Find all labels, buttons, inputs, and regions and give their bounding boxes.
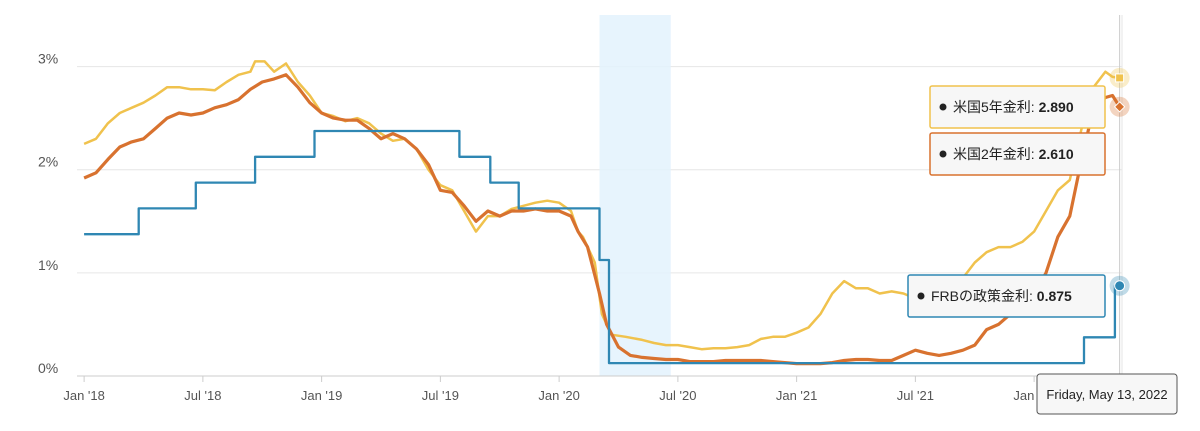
recession-band <box>599 15 671 376</box>
x-tick-label: Jan '18 <box>63 388 105 403</box>
tooltip-text: 米国5年金利: 2.890 <box>953 99 1074 115</box>
date-tooltip: Friday, May 13, 2022 <box>1036 373 1178 415</box>
tooltip-text: 米国2年金利: 2.610 <box>953 146 1074 162</box>
x-tick-label: Jul '21 <box>897 388 934 403</box>
series-name: 米国5年金利: <box>953 99 1039 115</box>
series-line-3 <box>84 129 1120 365</box>
x-tick-label: Jan '19 <box>301 388 343 403</box>
date-tooltip-box <box>1036 373 1178 415</box>
tooltip-2: 米国2年金利: 2.610 <box>929 132 1106 176</box>
x-tick-label: Jul '20 <box>659 388 696 403</box>
series-value: 2.610 <box>1039 146 1074 162</box>
y-axis: 0% 1% 2% 3% <box>38 51 58 376</box>
series-marker <box>1115 73 1125 83</box>
series-value: 2.890 <box>1039 99 1074 115</box>
tooltip-text: FRBの政策金利: 0.875 <box>931 288 1072 304</box>
series-value: 0.875 <box>1037 288 1072 304</box>
y-tick-label: 0% <box>38 360 58 376</box>
series-marker <box>1114 280 1126 292</box>
tooltip-box <box>907 274 1106 318</box>
tooltips: 米国5年金利: 2.890 米国2年金利: 2.610 FRBの政策金利: 0.87… <box>907 85 1106 318</box>
tooltip-bullet <box>939 103 947 111</box>
series-name: 米国2年金利: <box>953 146 1039 162</box>
x-tick-label: Jan '21 <box>776 388 818 403</box>
x-tick-label: Jul '18 <box>184 388 221 403</box>
tooltip-box <box>929 85 1106 129</box>
tooltip-1: 米国5年金利: 2.890 <box>929 85 1106 129</box>
y-tick-label: 2% <box>38 154 58 170</box>
tooltip-box <box>929 132 1106 176</box>
x-axis: Jan '18 Jul '18 Jan '19 Jul '19 Jan '20 Jul '… <box>63 376 1055 403</box>
y-tick-label: 3% <box>38 51 58 67</box>
date-tooltip-text: Friday, May 13, 2022 <box>1046 387 1167 402</box>
series-marker <box>1113 101 1126 113</box>
tooltip-bullet <box>917 292 925 300</box>
series-name: FRBの政策金利: <box>931 288 1037 304</box>
x-tick-label: Jul '19 <box>422 388 459 403</box>
tooltip-bullet <box>939 150 947 158</box>
x-tick-label: Jan '20 <box>538 388 580 403</box>
y-tick-label: 1% <box>38 257 58 273</box>
series-markers <box>1109 67 1130 296</box>
series-line-2 <box>83 73 1121 366</box>
tooltip-3: FRBの政策金利: 0.875 <box>907 274 1106 318</box>
